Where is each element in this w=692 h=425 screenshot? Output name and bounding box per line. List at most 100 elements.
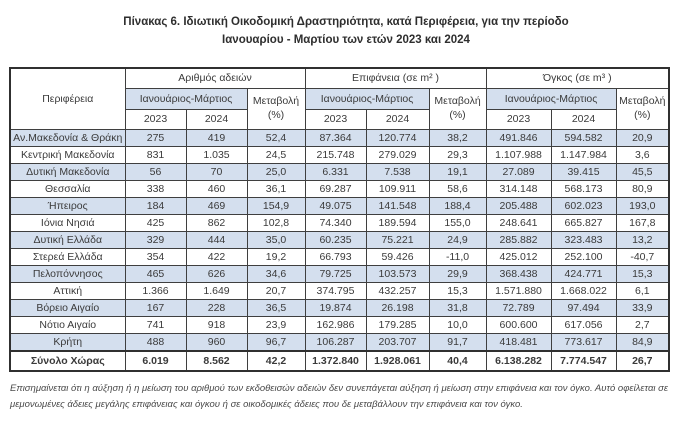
value-cell: 6.019	[124, 349, 187, 372]
value-cell: 741	[124, 315, 187, 334]
value-cell: 40,4	[428, 349, 487, 372]
value-cell: 167	[124, 298, 187, 317]
value-cell: 1.035	[185, 145, 248, 164]
value-cell: 1.366	[124, 281, 187, 300]
header-group-row: Περιφέρεια Αριθμός αδειών Επιφάνεια (σε …	[9, 67, 670, 130]
change-header-unit: (%)	[634, 108, 651, 121]
value-cell: 15,3	[615, 264, 670, 283]
value-cell: 465	[124, 264, 187, 283]
group-header-volume: Όγκος (σε m³ )	[485, 67, 670, 89]
value-cell: 184	[124, 196, 187, 215]
table-row: Κεντρική Μακεδονία 831 1.035 24,5 215.748 279…	[9, 145, 670, 164]
table-row: Βόρειο Αιγαίο 167 228 36,5 19.874 26.198 31,8 7…	[9, 298, 670, 317]
table-header: Περιφέρεια Αριθμός αδειών Επιφάνεια (σε …	[9, 67, 670, 130]
value-cell: 102,8	[246, 213, 306, 232]
value-cell: 419	[185, 128, 248, 147]
value-cell: 279.029	[365, 145, 430, 164]
value-cell: 45,5	[615, 162, 670, 181]
value-cell: 831	[124, 145, 187, 164]
building-activity-table: Περιφέρεια Αριθμός αδειών Επιφάνεια (σε …	[9, 66, 671, 372]
year-header-2023: 2023	[124, 108, 187, 130]
change-header-label: Μεταβολή	[619, 95, 666, 108]
value-cell: 27.089	[485, 162, 552, 181]
value-cell: 20,9	[615, 128, 670, 147]
region-cell: Ιόνια Νησιά	[9, 213, 126, 232]
table-title-line1: Πίνακας 6. Ιδιωτική Οικοδομική Δραστηριό…	[123, 16, 569, 28]
value-cell: 215.748	[304, 145, 367, 164]
value-cell: 29,9	[428, 264, 487, 283]
value-cell: 617.056	[550, 315, 617, 334]
value-cell: 49.075	[304, 196, 367, 215]
value-cell: 38,2	[428, 128, 487, 147]
value-cell: 33,9	[615, 298, 670, 317]
value-cell: 1.571.880	[485, 281, 552, 300]
group-header-permits: Αριθμός αδειών	[124, 67, 306, 89]
region-cell: Βόρειο Αιγαίο	[9, 298, 126, 317]
value-cell: 425	[124, 213, 187, 232]
value-cell: 66.793	[304, 247, 367, 266]
value-cell: 179.285	[365, 315, 430, 334]
value-cell: 1.649	[185, 281, 248, 300]
value-cell: 155,0	[428, 213, 487, 232]
table-body: Αν.Μακεδονία & Θράκη 275 419 52,4 87.364 120.…	[9, 128, 670, 372]
value-cell: 91,7	[428, 332, 487, 352]
table-row: Ήπειρος 184 469 154,9 49.075 141.548 188,4 205.…	[9, 196, 670, 215]
period-header-volume: Ιανουάριος-Μάρτιος	[485, 87, 617, 110]
value-cell: 72.789	[485, 298, 552, 317]
period-header-surface: Ιανουάριος-Μάρτιος	[304, 87, 430, 110]
value-cell: 1.668.022	[550, 281, 617, 300]
value-cell: 25,0	[246, 162, 306, 181]
value-cell: 23,9	[246, 315, 306, 334]
year-header-2024: 2024	[365, 108, 430, 130]
value-cell: 193,0	[615, 196, 670, 215]
change-header-volume: Μεταβολή (%)	[615, 87, 670, 130]
value-cell: 20,7	[246, 281, 306, 300]
value-cell: 34,6	[246, 264, 306, 283]
table-row: Αττική 1.366 1.649 20,7 374.795 432.257 15,3 1.…	[9, 281, 670, 300]
value-cell: 19,2	[246, 247, 306, 266]
value-cell: 1.147.984	[550, 145, 617, 164]
value-cell: 80,9	[615, 179, 670, 198]
region-cell: Στερεά Ελλάδα	[9, 247, 126, 266]
value-cell: 52,4	[246, 128, 306, 147]
value-cell: 188,4	[428, 196, 487, 215]
value-cell: 626	[185, 264, 248, 283]
change-header-label: Μεταβολή	[252, 95, 300, 108]
value-cell: 6.138.282	[485, 349, 552, 372]
value-cell: 425.012	[485, 247, 552, 266]
value-cell: 19,1	[428, 162, 487, 181]
value-cell: 1.372.840	[304, 349, 367, 372]
table-row: Ιόνια Νησιά 425 862 102,8 74.340 189.594 155,0…	[9, 213, 670, 232]
value-cell: 469	[185, 196, 248, 215]
value-cell: 862	[185, 213, 248, 232]
total-row: Σύνολο Χώρας 6.019 8.562 42,2 1.372.840 1.928…	[9, 349, 670, 372]
value-cell: 189.594	[365, 213, 430, 232]
value-cell: 39.415	[550, 162, 617, 181]
value-cell: 568.173	[550, 179, 617, 198]
header-period-row: Ιανουάριος-Μάρτιος Μεταβολή (%) Ιανουάρι…	[10, 87, 670, 130]
value-cell: 69.287	[304, 179, 367, 198]
value-cell: 960	[185, 332, 248, 352]
value-cell: 109.911	[365, 179, 430, 198]
value-cell: 24,5	[246, 145, 306, 164]
value-cell: 26.198	[365, 298, 430, 317]
value-cell: 773.617	[550, 332, 617, 352]
change-header-unit: (%)	[267, 108, 285, 121]
value-cell: 1.107.988	[485, 145, 552, 164]
value-cell: 354	[124, 247, 187, 266]
column-header-region: Περιφέρεια	[9, 67, 126, 130]
value-cell: 6,1	[615, 281, 670, 300]
value-cell: 248.641	[485, 213, 552, 232]
value-cell: 488	[124, 332, 187, 352]
value-cell: 97.494	[550, 298, 617, 317]
group-header-surface: Επιφάνεια (σε m² )	[304, 67, 487, 89]
value-cell: 59.426	[365, 247, 430, 266]
table-row: Κρήτη 488 960 96,7 106.287 203.707 91,7 418.481…	[9, 332, 670, 352]
value-cell: 162.986	[304, 315, 367, 334]
region-cell: Πελοπόννησος	[9, 264, 126, 283]
value-cell: 205.488	[485, 196, 552, 215]
region-cell: Δυτική Μακεδονία	[9, 162, 126, 181]
value-cell: 31,8	[428, 298, 487, 317]
year-header-2024: 2024	[550, 108, 617, 130]
value-cell: 323.483	[550, 230, 617, 249]
